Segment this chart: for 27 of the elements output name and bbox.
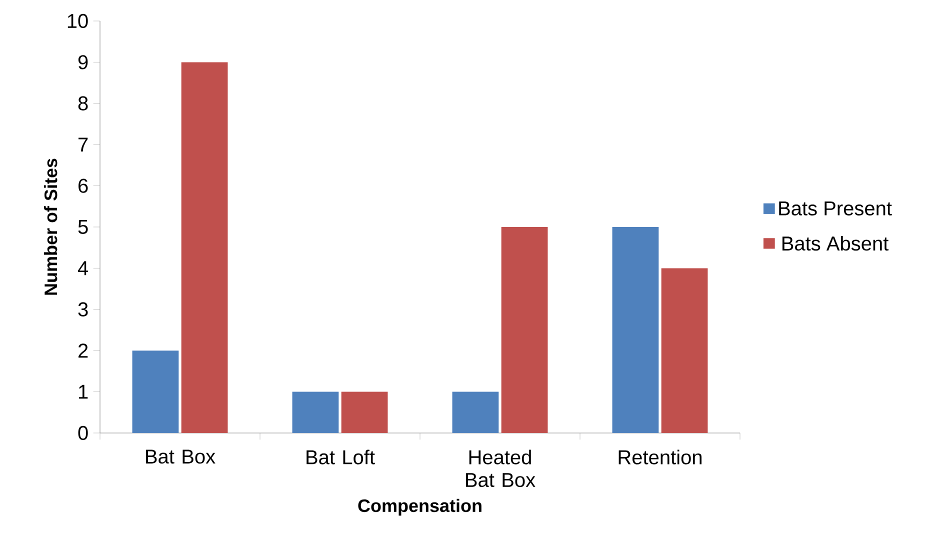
x-tick-label: Bat Loft: [306, 450, 375, 464]
x-axis-title: Compensation: [358, 498, 482, 516]
x-tick-label: Retention: [618, 450, 702, 464]
y-tick-label: 10: [68, 14, 88, 28]
y-tick-label: 8: [78, 96, 88, 110]
bar: [292, 392, 339, 433]
y-tick-label: 4: [78, 261, 88, 276]
x-tick-label: Heated Bat Box: [466, 450, 536, 488]
y-tick-label: 3: [78, 302, 88, 316]
bar: [132, 350, 179, 433]
legend-label: Bats Absent: [782, 236, 889, 251]
y-tick-label: 0: [78, 426, 88, 440]
y-tick-label: 6: [78, 178, 88, 193]
y-tick-label: 1: [79, 384, 88, 399]
y-tick-label: 9: [78, 55, 88, 70]
bar: [341, 392, 388, 433]
bar: [501, 226, 548, 433]
x-tick-label: Bat Box: [146, 450, 216, 464]
y-tick-label: 7: [78, 138, 88, 152]
y-tick-label: 5: [78, 220, 88, 234]
y-axis-title: Number of Sites: [44, 158, 58, 295]
bar: [612, 226, 659, 433]
bar: [452, 392, 499, 433]
legend-label: Bats Present: [779, 202, 892, 216]
bar: [661, 268, 708, 433]
bar: [181, 62, 228, 433]
y-tick-label: 2: [78, 344, 88, 358]
